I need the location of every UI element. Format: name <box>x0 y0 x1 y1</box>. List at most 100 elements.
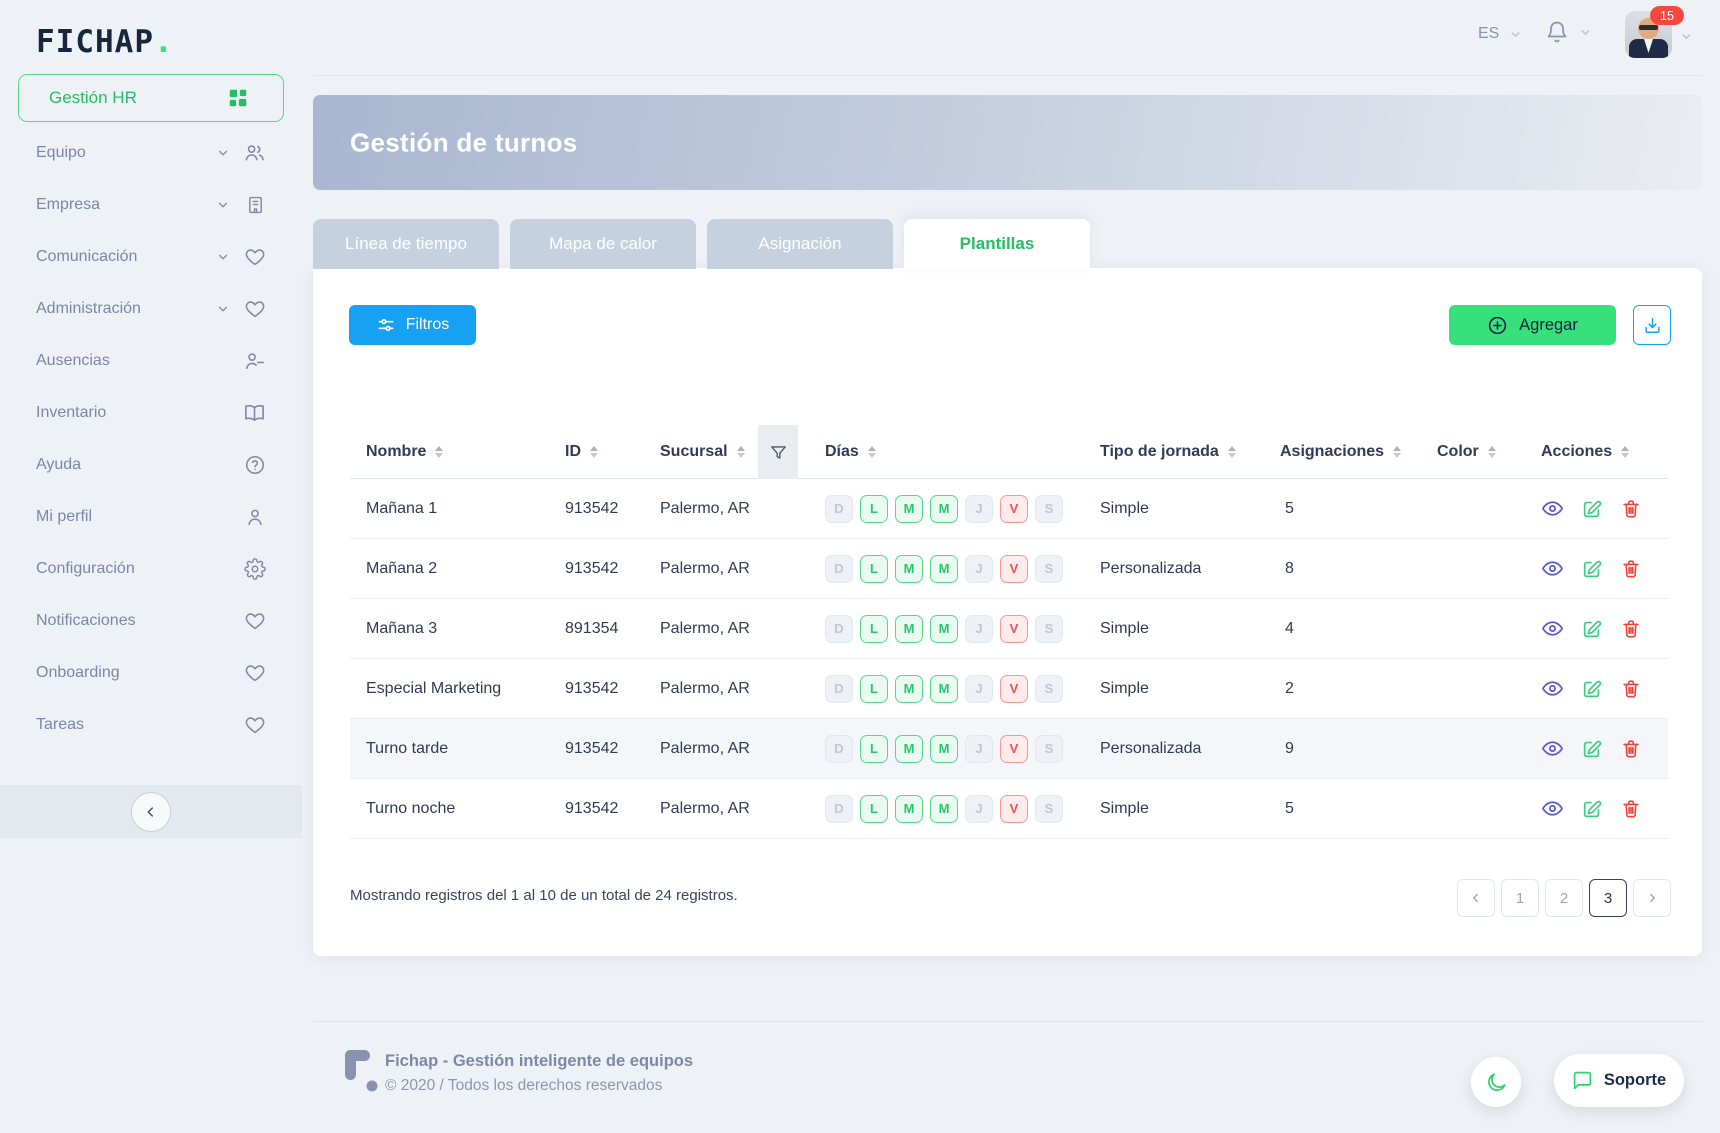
column-header-dias[interactable]: Días <box>798 442 1100 462</box>
help-circle-icon <box>244 454 266 476</box>
day-chip-v: V <box>1000 734 1028 763</box>
day-chip-v: V <box>1000 614 1028 643</box>
cell-asignaciones: 2 <box>1285 679 1294 697</box>
sidebar-item-equipo[interactable]: Equipo <box>0 127 302 179</box>
column-header-sucursal[interactable]: Sucursal <box>660 442 758 462</box>
day-chip-d: D <box>825 734 853 763</box>
sidebar-item-tareas[interactable]: Tareas <box>0 699 302 751</box>
edit-button[interactable] <box>1581 678 1603 700</box>
cell-nombre: Turno tarde <box>366 739 449 757</box>
cell-asignaciones: 5 <box>1285 499 1294 517</box>
cell-sucursal: Palermo, AR <box>660 619 750 637</box>
day-chip-m: M <box>895 554 923 583</box>
column-header-tipo[interactable]: Tipo de jornada <box>1100 442 1280 462</box>
sidebar-collapse-strip <box>0 785 302 838</box>
templates-table: Nombre ID Sucursal Días Tipo de jornada … <box>350 425 1668 839</box>
dark-mode-button[interactable] <box>1471 1057 1521 1107</box>
page-button-1[interactable]: 1 <box>1501 879 1539 917</box>
sidebar-collapse-button[interactable] <box>131 791 171 832</box>
topbar-divider <box>313 75 1703 76</box>
language-label: ES <box>1478 25 1500 42</box>
sidebar-item-configuracion[interactable]: Configuración <box>0 543 302 595</box>
day-chip-d: D <box>825 494 853 523</box>
next-page-button[interactable] <box>1633 879 1671 917</box>
delete-button[interactable] <box>1620 498 1642 520</box>
cell-asignaciones: 5 <box>1285 799 1294 817</box>
chevron-down-icon <box>216 146 230 160</box>
heart-icon <box>244 662 266 684</box>
view-button[interactable] <box>1541 557 1564 580</box>
notifications-menu[interactable] <box>1545 20 1592 44</box>
sidebar-item-mi-perfil[interactable]: Mi perfil <box>0 491 302 543</box>
page-button-3[interactable]: 3 <box>1589 879 1627 917</box>
delete-button[interactable] <box>1620 738 1642 760</box>
delete-button[interactable] <box>1620 678 1642 700</box>
filters-button[interactable]: Filtros <box>349 305 476 345</box>
view-button[interactable] <box>1541 677 1564 700</box>
day-chip-j: J <box>965 614 993 643</box>
day-chip-d: D <box>825 674 853 703</box>
sidebar-item-comunicacion[interactable]: Comunicación <box>0 231 302 283</box>
page-button-2[interactable]: 2 <box>1545 879 1583 917</box>
delete-button[interactable] <box>1620 558 1642 580</box>
tab-linea-de-tiempo[interactable]: Línea de tiempo <box>313 219 499 269</box>
prev-page-button[interactable] <box>1457 879 1495 917</box>
day-chip-m: M <box>930 794 958 823</box>
chevron-down-icon <box>216 250 230 264</box>
delete-button[interactable] <box>1620 618 1642 640</box>
edit-button[interactable] <box>1581 798 1603 820</box>
cell-tipo: Simple <box>1100 799 1149 817</box>
edit-button[interactable] <box>1581 498 1603 520</box>
chevron-down-icon <box>1579 26 1592 39</box>
column-header-asignaciones[interactable]: Asignaciones <box>1280 442 1437 462</box>
download-button[interactable] <box>1633 305 1671 345</box>
cell-asignaciones: 8 <box>1285 559 1294 577</box>
sidebar-item-ayuda[interactable]: Ayuda <box>0 439 302 491</box>
sidebar-item-ausencias[interactable]: Ausencias <box>0 335 302 387</box>
day-chip-j: J <box>965 674 993 703</box>
edit-button[interactable] <box>1581 618 1603 640</box>
edit-button[interactable] <box>1581 738 1603 760</box>
delete-button[interactable] <box>1620 798 1642 820</box>
view-button[interactable] <box>1541 797 1564 820</box>
column-header-acciones[interactable]: Acciones <box>1541 442 1668 462</box>
view-button[interactable] <box>1541 617 1564 640</box>
day-chip-j: J <box>965 554 993 583</box>
edit-button[interactable] <box>1581 558 1603 580</box>
column-header-id[interactable]: ID <box>565 442 660 462</box>
tab-mapa-de-calor[interactable]: Mapa de calor <box>510 219 696 269</box>
day-chip-m: M <box>930 614 958 643</box>
cell-nombre: Turno noche <box>366 799 456 817</box>
gestion-hr-label: Gestión HR <box>49 88 137 107</box>
view-button[interactable] <box>1541 497 1564 520</box>
cell-sucursal: Palermo, AR <box>660 739 750 757</box>
tab-plantillas[interactable]: Plantillas <box>904 219 1090 269</box>
add-button[interactable]: Agregar <box>1449 305 1616 345</box>
sidebar-item-gestion-hr[interactable]: Gestión HR <box>18 74 284 122</box>
user-minus-icon <box>243 350 266 373</box>
column-header-color[interactable]: Color <box>1437 442 1541 462</box>
language-selector[interactable]: ES <box>1478 25 1522 43</box>
cell-sucursal: Palermo, AR <box>660 679 750 697</box>
sort-icon <box>737 442 745 462</box>
view-button[interactable] <box>1541 737 1564 760</box>
support-button[interactable]: Soporte <box>1554 1054 1684 1107</box>
sidebar-item-onboarding[interactable]: Onboarding <box>0 647 302 699</box>
sidebar-item-empresa[interactable]: Empresa <box>0 179 302 231</box>
cell-id: 913542 <box>565 499 619 517</box>
user-menu[interactable]: 15 <box>1625 6 1705 61</box>
day-chip-v: V <box>1000 794 1028 823</box>
column-header-nombre[interactable]: Nombre <box>350 442 565 462</box>
tab-asignacion[interactable]: Asignación <box>707 219 893 269</box>
column-filter-button[interactable] <box>758 425 798 479</box>
sidebar-item-inventario[interactable]: Inventario <box>0 387 302 439</box>
funnel-icon <box>769 443 788 462</box>
sidebar-item-administracion[interactable]: Administración <box>0 283 302 335</box>
plus-circle-icon <box>1487 315 1508 336</box>
sidebar-item-notificaciones[interactable]: Notificaciones <box>0 595 302 647</box>
